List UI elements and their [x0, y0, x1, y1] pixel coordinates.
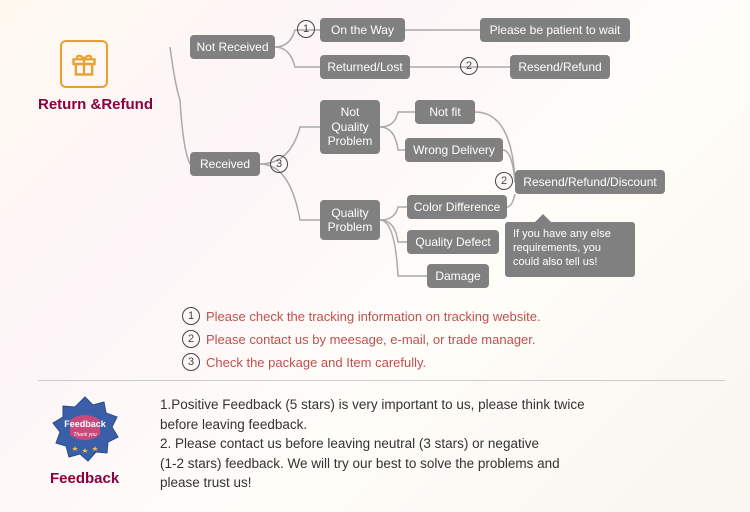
legend-marker-1: 1: [182, 307, 200, 325]
return-refund-title: Return &Refund: [38, 96, 153, 113]
legend-text-1: Please check the tracking information on…: [206, 309, 541, 324]
divider-1: [38, 380, 725, 381]
flow-node-wrong_delivery: Wrong Delivery: [405, 138, 503, 162]
flow-node-not_received: Not Received: [190, 35, 275, 59]
flow-node-color_diff: Color Difference: [407, 195, 507, 219]
flow-node-received: Received: [190, 152, 260, 176]
feedback-line-1b: before leaving feedback.: [160, 415, 690, 435]
flow-marker-0: 1: [297, 20, 315, 38]
legend-text-2: Please contact us by meesage, e-mail, or…: [206, 332, 536, 347]
feedback-line-2: 2. Please contact us before leaving neut…: [160, 434, 690, 454]
legend-text-3: Check the package and Item carefully.: [206, 355, 426, 370]
legend-marker-3: 3: [182, 353, 200, 371]
feedback-line-1: 1.Positive Feedback (5 stars) is very im…: [160, 395, 690, 415]
flow-marker-2: 3: [270, 155, 288, 173]
flow-node-quality_defect: Quality Defect: [407, 230, 499, 254]
feedback-title: Feedback: [50, 470, 119, 487]
svg-text:Thank you: Thank you: [73, 432, 97, 438]
feedback-badge-icon: Feedback Thank you: [50, 395, 120, 465]
flow-marker-1: 2: [460, 57, 478, 75]
flow-marker-3: 2: [495, 172, 513, 190]
legend-row-1: 1 Please check the tracking information o…: [182, 307, 541, 325]
legend-row-2: 2 Please contact us by meesage, e-mail, o…: [182, 330, 536, 348]
flow-node-rrd: Resend/Refund/Discount: [515, 170, 665, 194]
flow-node-patient: Please be patient to wait: [480, 18, 630, 42]
gift-icon: [60, 40, 108, 88]
flow-node-quality: Quality Problem: [320, 200, 380, 240]
flow-node-not_fit: Not fit: [415, 100, 475, 124]
callout-box: If you have any else requirements, you c…: [505, 222, 635, 277]
feedback-line-2b: (1-2 stars) feedback. We will try our be…: [160, 454, 690, 474]
flow-node-damage: Damage: [427, 264, 489, 288]
feedback-line-2c: please trust us!: [160, 473, 690, 493]
flow-node-resend_refund: Resend/Refund: [510, 55, 610, 79]
flow-node-on_the_way: On the Way: [320, 18, 405, 42]
flow-node-not_quality: Not Quality Problem: [320, 100, 380, 154]
legend-marker-2: 2: [182, 330, 200, 348]
flow-node-returned_lost: Returned/Lost: [320, 55, 410, 79]
svg-text:Feedback: Feedback: [64, 419, 107, 429]
legend-row-3: 3 Check the package and Item carefully.: [182, 353, 426, 371]
feedback-body: 1.Positive Feedback (5 stars) is very im…: [160, 395, 690, 493]
